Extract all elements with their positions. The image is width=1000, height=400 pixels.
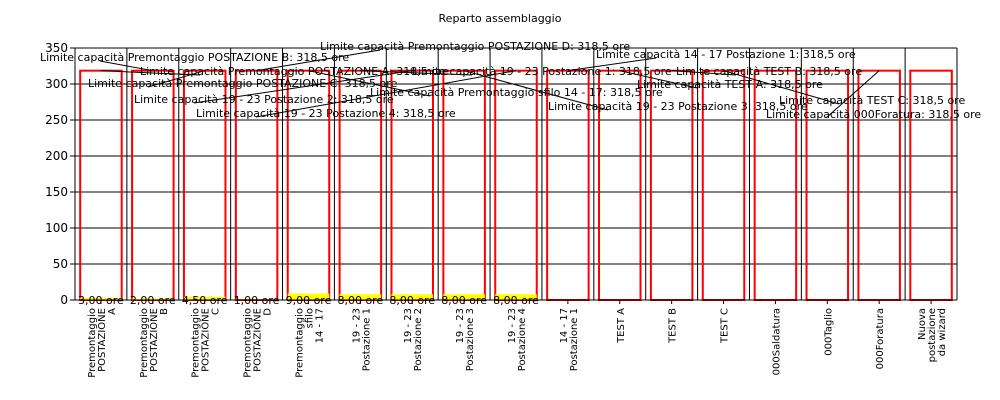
x-tick-label: D (263, 308, 274, 316)
x-tick-label: 19 - 23 (351, 308, 362, 343)
capacity-bar (442, 69, 486, 302)
x-tick-label: TEST B (668, 308, 679, 344)
chart-title: Reparto assemblaggio (439, 12, 562, 25)
x-tick-label: 19 - 23 (403, 308, 414, 343)
y-tick-label: 0 (60, 293, 68, 307)
y-tick-label: 100 (45, 221, 68, 235)
hours-bar (495, 294, 537, 300)
annotation-line (619, 70, 698, 89)
x-tick-label: sfilo (304, 308, 315, 328)
x-tick-label: Premontaggio (139, 308, 150, 378)
y-tick-label: 200 (45, 149, 68, 163)
annotation-line (256, 49, 381, 72)
x-tick-label: Nuova (917, 308, 928, 340)
annotations: Limite capacità Premontaggio POSTAZIONE … (40, 40, 981, 121)
x-tick-label: C (211, 308, 222, 315)
x-tick-label: Postazione 1 (569, 308, 580, 371)
x-tick-label: 19 - 23 (455, 308, 466, 343)
annotation-label: Limite capacità Premontaggio POSTAZIONE … (320, 40, 630, 53)
annotation-label: Limite capacità 19 - 23 Postazione 4: 31… (196, 107, 456, 120)
annotation-line (308, 70, 431, 97)
annotation-line (99, 60, 153, 72)
annotation-line (255, 70, 517, 118)
annotation-line (193, 70, 413, 104)
annotation-label: Limite capacità 19 - 23 Postazione 1: 31… (412, 65, 672, 78)
annotation-label: Limite capacità Premontaggio POSTAZIONE … (88, 77, 398, 90)
annotation-label: Limite capacità 19 - 23 Postazione 2: 31… (134, 93, 394, 106)
hours-bar (391, 294, 433, 300)
x-tick-label: 19 - 23 (507, 308, 518, 343)
hours-bar (183, 296, 226, 300)
x-tick-label: Postazione 3 (465, 308, 476, 371)
x-tick-label: 14 - 17 (314, 308, 325, 343)
hours-bar (339, 294, 382, 300)
x-axis: Premontaggio POSTAZIONE A Premontaggio POSTA… (75, 299, 957, 378)
annotation-label: Limite capacità 000Foratura: 318,5 ore (766, 108, 981, 121)
x-tick-label: POSTAZIONE (201, 308, 212, 372)
y-axis: 0 50 100 150 200 250 300 350 (45, 41, 76, 307)
x-tick-label: Premontaggio (243, 308, 254, 378)
x-tick-label: B (159, 308, 170, 315)
x-tick-label: Premontaggio (294, 308, 305, 378)
hours-bar (80, 297, 122, 300)
x-tick-label: POSTAZIONE (149, 308, 160, 372)
annotation-line (100, 70, 201, 76)
x-tick-label: Premontaggio (191, 308, 202, 378)
annotation-label: Limite capacità TEST C: 318,5 ore (779, 94, 965, 107)
annotation-line (723, 70, 840, 105)
capacity-bar (494, 69, 538, 302)
x-tick-label: postazione (927, 308, 938, 362)
hours-bar (287, 293, 330, 300)
annotation-line (825, 70, 880, 119)
y-tick-label: 300 (45, 77, 68, 91)
annotation-label: Limite capacità TEST A: 318,5 ore (637, 78, 823, 91)
x-tick-label: Postazione 2 (413, 308, 424, 371)
y-tick-label: 350 (45, 41, 68, 55)
x-tick-label: TEST C (720, 308, 731, 344)
x-tick-label: Postazione 1 (361, 308, 372, 371)
hours-bar (132, 298, 174, 300)
annotation-line (567, 57, 657, 72)
capacity-bar (390, 69, 434, 302)
x-tick-label: Postazione 4 (517, 308, 528, 371)
x-tick-label: POSTAZIONE (253, 308, 264, 372)
annotation-line (671, 70, 737, 76)
annotation-line (147, 70, 205, 88)
annotation-label: Limite capacità Premontaggio POSTAZIONE … (140, 65, 449, 78)
x-tick-label: da wizard (937, 308, 948, 356)
x-tick-label: 000Foratura (875, 308, 886, 369)
annotation-line (360, 70, 473, 76)
x-tick-label: 000Saldatura (771, 308, 782, 375)
y-tick-label: 150 (45, 185, 68, 199)
y-tick-label: 250 (45, 113, 68, 127)
x-tick-label: TEST A (616, 308, 627, 344)
annotation-label: Limite capacità 14 - 17 Postazione 1: 31… (596, 48, 856, 61)
x-tick-label: 000Taglio (823, 308, 834, 356)
annotation-label: Limite capacità Premontaggio POSTAZIONE … (40, 51, 349, 64)
y-tick-label: 50 (53, 257, 68, 271)
annotation-label: Limite capacità TEST B: 318,5 ore (676, 65, 862, 78)
annotation-label: Limite capacità Premontaggio sfilo 14 - … (370, 86, 663, 99)
capacity-bar (79, 69, 123, 302)
annotation-line (463, 70, 609, 111)
x-tick-label: 14 - 17 (559, 308, 570, 343)
hours-bar (443, 294, 485, 300)
x-tick-label: A (107, 308, 118, 315)
annotation-label: Limite capacità 19 - 23 Postazione 3: 31… (548, 100, 808, 113)
x-tick-label: Premontaggio (87, 308, 98, 378)
x-tick-label: POSTAZIONE (97, 308, 108, 372)
gridlines (74, 47, 958, 301)
